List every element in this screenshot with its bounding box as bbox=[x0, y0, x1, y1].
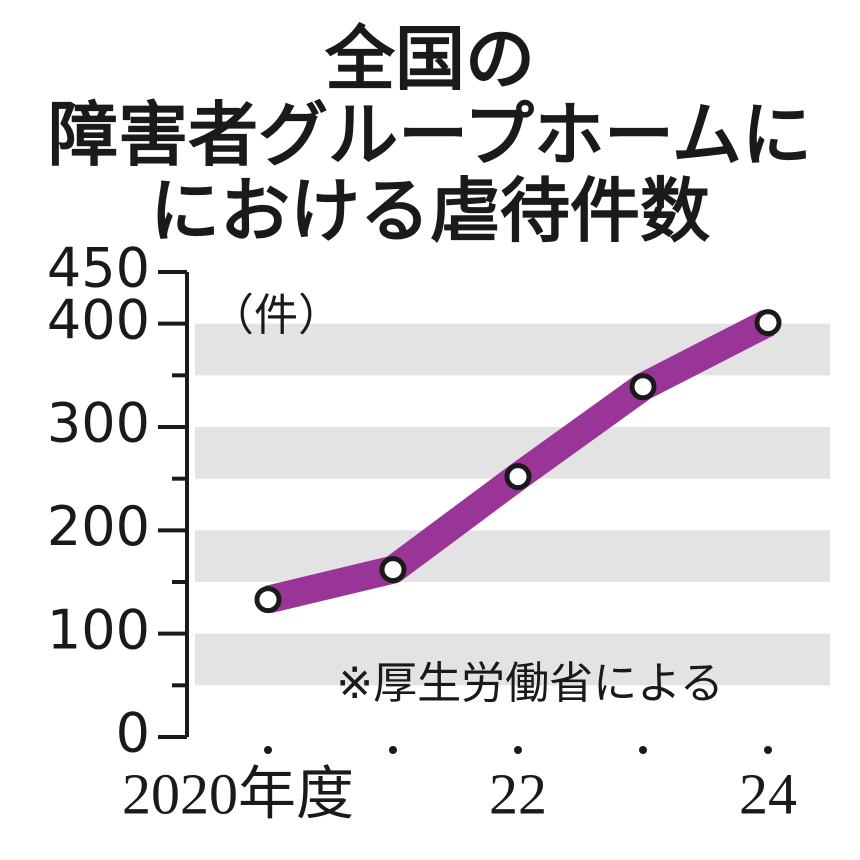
y-tick-label: 400 bbox=[47, 288, 150, 351]
x-tick-label: 24 bbox=[739, 761, 797, 826]
y-tick-label: 200 bbox=[47, 495, 150, 558]
point bbox=[504, 463, 532, 491]
chart-title: における虐待件数 bbox=[150, 170, 710, 252]
point bbox=[754, 309, 782, 337]
x-tick-dot bbox=[639, 746, 647, 754]
x-tick-dot bbox=[389, 746, 397, 754]
note: ※厚生労働省による bbox=[336, 658, 724, 709]
x-tick-dot bbox=[264, 746, 272, 754]
x-tick-label: 2020年度 bbox=[122, 761, 354, 826]
point bbox=[379, 556, 407, 584]
y-tick-label: 450 bbox=[47, 237, 150, 300]
point bbox=[254, 586, 282, 614]
y-tick-label: 100 bbox=[47, 598, 150, 661]
y-tick-label: 300 bbox=[47, 392, 150, 455]
point bbox=[629, 373, 657, 401]
y-tick-label: 0 bbox=[116, 702, 150, 765]
grid-band bbox=[195, 530, 830, 582]
chart-title: 障害者グループホームに bbox=[48, 94, 812, 176]
x-tick-dot bbox=[764, 746, 772, 754]
grid-band bbox=[195, 633, 830, 686]
x-tick-label: 22 bbox=[489, 761, 547, 826]
chart-title: 全国の bbox=[324, 18, 535, 100]
x-tick-dot bbox=[514, 746, 522, 754]
unit-label: （件） bbox=[210, 290, 342, 341]
